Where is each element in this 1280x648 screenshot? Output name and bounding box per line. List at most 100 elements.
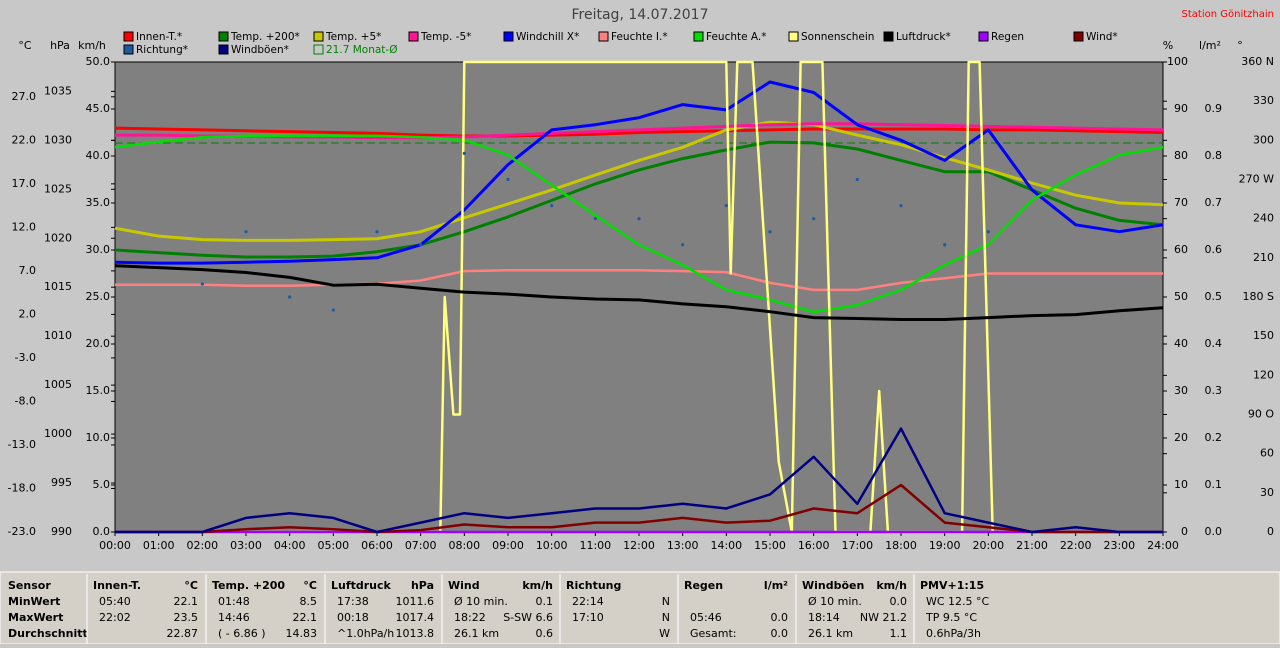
legend-label: 21.7 Monat-Ø [326, 44, 397, 56]
col-header: Richtung [566, 579, 621, 592]
y-tick-label: 210 [1253, 251, 1274, 264]
y-tick-label: 17.0 [12, 177, 37, 190]
direction-dot [724, 204, 728, 208]
x-tick-label: 12:00 [623, 539, 655, 552]
y-tick-label: 0.1 [1205, 478, 1223, 491]
legend-label: Richtung* [136, 44, 188, 56]
y-tick-label: 70 [1174, 196, 1188, 209]
direction-dot [506, 177, 510, 182]
y-tick-label: 0.0 [1205, 525, 1223, 538]
cell-value: N [662, 595, 670, 608]
chart-title: Freitag, 14.07.2017 [572, 7, 709, 23]
x-tick-label: 19:00 [929, 539, 961, 552]
legend-swatch [1073, 31, 1084, 42]
cell-value: 0.1 [536, 595, 554, 608]
col-header: PMV+1:15 [920, 579, 984, 592]
station: Station Gönitzhain [1182, 9, 1274, 20]
direction-dot [593, 217, 597, 221]
table-bg [0, 571, 1280, 645]
col-header: Windböen [802, 579, 864, 592]
y-tick-label: 1010 [44, 329, 72, 342]
legend-label: Temp. -5* [420, 31, 471, 43]
y-tick-label: 270 W [1239, 173, 1274, 186]
direction-dot [331, 308, 335, 312]
direction-dot [681, 243, 685, 247]
direction-dot [768, 230, 772, 234]
y-tick-label: 0.7 [1205, 196, 1223, 209]
y-tick-label: 1015 [44, 280, 72, 293]
y-tick-label: 60 [1260, 447, 1274, 460]
cell-value: NW 21.2 [860, 611, 907, 624]
col-header: Regen [684, 579, 723, 592]
axis-unit: km/h [78, 39, 106, 52]
x-tick-label: 00:00 [99, 539, 131, 552]
axis-unit: % [1163, 39, 1173, 52]
x-tick-label: 05:00 [317, 539, 349, 552]
y-tick-label: 90 O [1248, 408, 1274, 421]
y-tick-label: 330 [1253, 94, 1274, 107]
y-tick-label: 0.3 [1205, 384, 1223, 397]
y-tick-label: 22.0 [12, 133, 37, 146]
legend-swatch [408, 31, 419, 42]
y-tick-label: 100 [1167, 55, 1188, 68]
cell-time: 22:14 [572, 595, 604, 608]
cell-time: Gesamt: [690, 627, 737, 640]
y-tick-label: 80 [1174, 149, 1188, 162]
x-tick-label: 02:00 [186, 539, 218, 552]
y-tick-label: 50.0 [86, 55, 111, 68]
x-tick-label: 17:00 [841, 539, 873, 552]
row-header: Sensor [8, 579, 51, 592]
cell-value: 23.5 [174, 611, 199, 624]
cell-time: 0.6hPa/3h [926, 627, 981, 640]
y-tick-label: -13.0 [8, 438, 36, 451]
legend-label: Feuchte A.* [706, 31, 767, 43]
cell-value: 0.6 [536, 627, 554, 640]
col-unit: °C [303, 579, 317, 592]
cell-value: 1011.6 [396, 595, 435, 608]
y-tick-label: 0.9 [1205, 102, 1223, 115]
cell-time: 17:38 [337, 595, 369, 608]
legend-label: Wind* [1086, 31, 1118, 43]
cell-time: 26.1 km [454, 627, 499, 640]
y-tick-label: 990 [51, 525, 72, 538]
y-tick-label: 1035 [44, 84, 72, 97]
y-tick-label: 240 [1253, 212, 1274, 225]
col-header: Luftdruck [331, 579, 392, 592]
x-tick-label: 10:00 [536, 539, 568, 552]
y-tick-label: 20.0 [86, 337, 111, 350]
x-tick-label: 13:00 [667, 539, 699, 552]
y-tick-label: -23.0 [8, 525, 36, 538]
legend-swatch [693, 31, 704, 42]
x-tick-label: 22:00 [1060, 539, 1092, 552]
cell-value: 0.0 [771, 611, 789, 624]
series-line [115, 483, 1163, 534]
x-tick-label: 20:00 [972, 539, 1004, 552]
y-tick-label: 10 [1174, 478, 1188, 491]
x-tick-label: 08:00 [448, 539, 480, 552]
y-tick-label: 50 [1174, 290, 1188, 303]
x-tick-label: 11:00 [579, 539, 611, 552]
direction-dot [288, 295, 292, 299]
legend-swatch [123, 31, 134, 42]
cell-time: 00:18 [337, 611, 369, 624]
cell-time: 17:10 [572, 611, 604, 624]
cell-value: N [662, 611, 670, 624]
y-tick-label: 12.0 [12, 220, 37, 233]
series-line [114, 120, 1164, 242]
y-tick-label: 30 [1260, 486, 1274, 499]
legend-swatch [218, 31, 229, 42]
y-tick-label: 1025 [44, 182, 72, 195]
cell-value: 1017.4 [396, 611, 435, 624]
legend-label: Windböen* [231, 44, 289, 56]
stats-table: Sensor MinWert MaxWert Durchschnitt Innen-T.… [8, 574, 990, 644]
cell-time: TP 9.5 °C [925, 611, 977, 624]
x-tick-label: 07:00 [405, 539, 437, 552]
cell-time: 18:14 [808, 611, 840, 624]
cell-value: 0.0 [771, 627, 789, 640]
col-header: Innen-T. [93, 579, 141, 592]
legend-label: Windchill X* [516, 31, 579, 43]
y-tick-label: 0.6 [1205, 243, 1223, 256]
direction-dot [812, 217, 816, 221]
x-tick-label: 14:00 [710, 539, 742, 552]
